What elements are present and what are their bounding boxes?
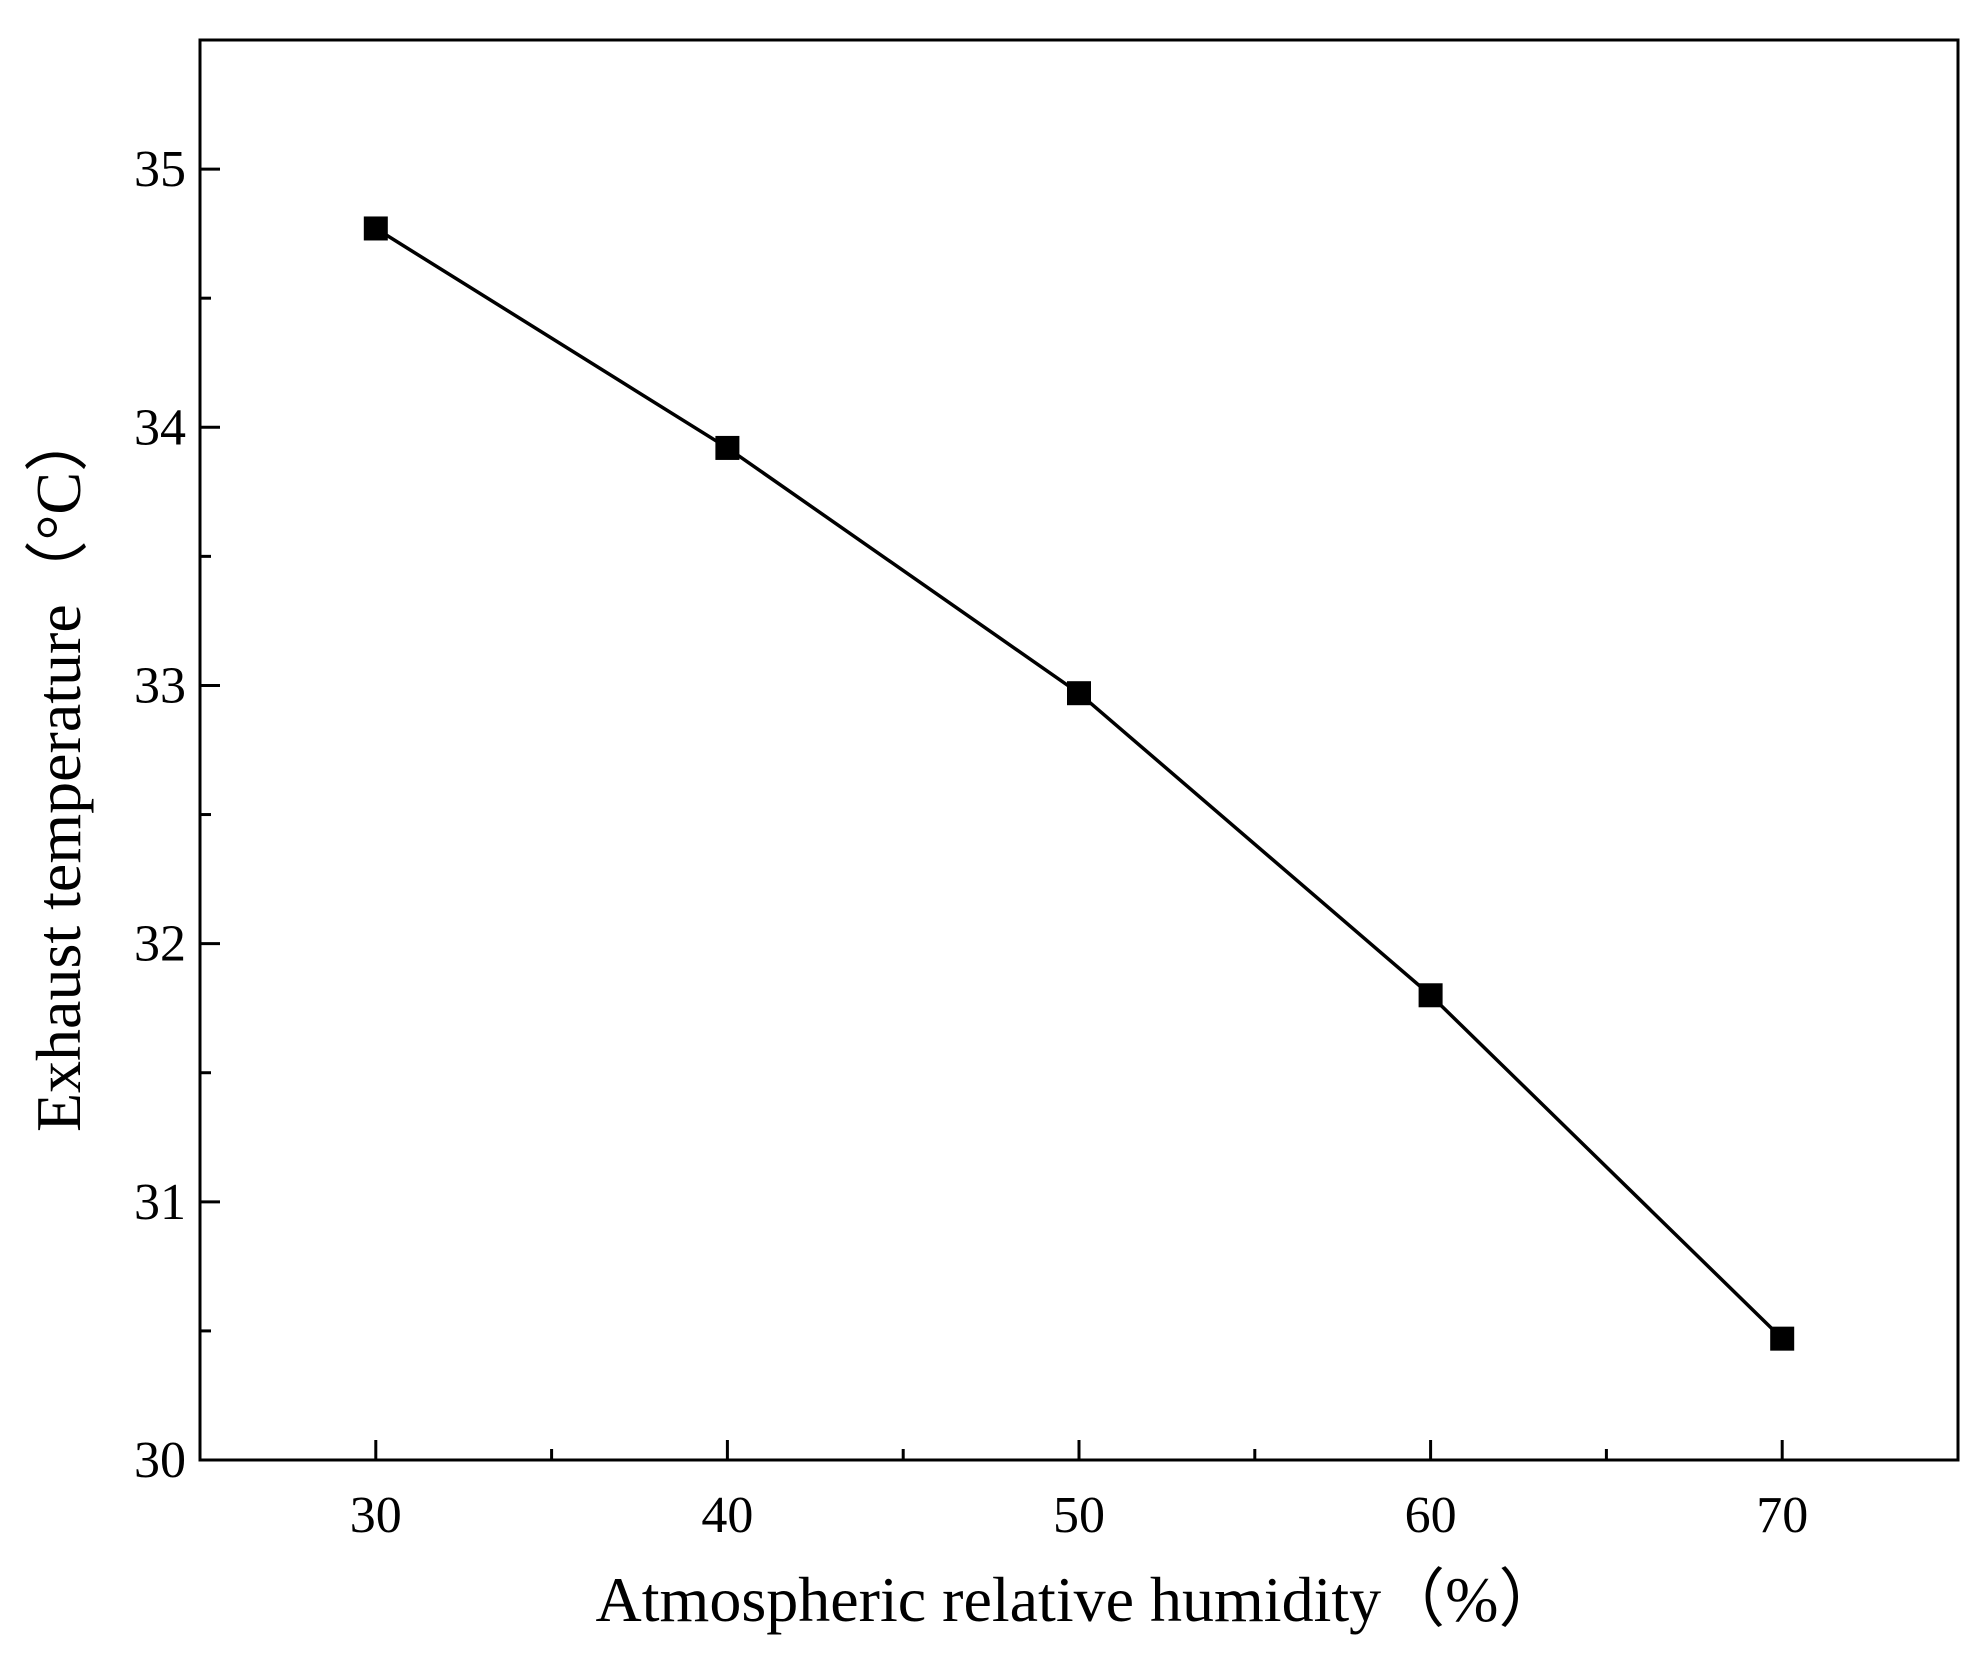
data-series — [363, 216, 1795, 1351]
y-tick-label: 30 — [134, 1432, 186, 1489]
data-point — [1067, 681, 1091, 706]
y-tick-label: 32 — [134, 916, 186, 973]
x-axis-label: Atmospheric relative humidity（%） — [596, 1564, 1563, 1635]
series-line — [374, 226, 1784, 1340]
data-point — [363, 216, 388, 241]
y-tick-label: 31 — [134, 1174, 186, 1231]
x-tick-label: 30 — [350, 1487, 402, 1544]
y-tick-label: 35 — [134, 141, 186, 198]
x-tick-label: 50 — [1053, 1487, 1105, 1544]
data-point — [1418, 983, 1443, 1008]
x-tick-label: 40 — [701, 1487, 753, 1544]
plot-frame — [198, 38, 1960, 1462]
x-tick-label: 60 — [1405, 1487, 1457, 1544]
data-point — [1770, 1326, 1795, 1351]
axis-ticks — [200, 167, 1784, 1462]
y-axis-label: Exhaust temperature（°C） — [23, 408, 94, 1132]
data-point — [715, 435, 740, 460]
y-tick-label: 33 — [134, 657, 186, 714]
y-tick-label: 34 — [134, 399, 186, 456]
x-tick-label: 70 — [1756, 1487, 1808, 1544]
axis-tick-labels: 30 40 50 60 70 30 31 32 33 34 35 — [134, 141, 1808, 1544]
